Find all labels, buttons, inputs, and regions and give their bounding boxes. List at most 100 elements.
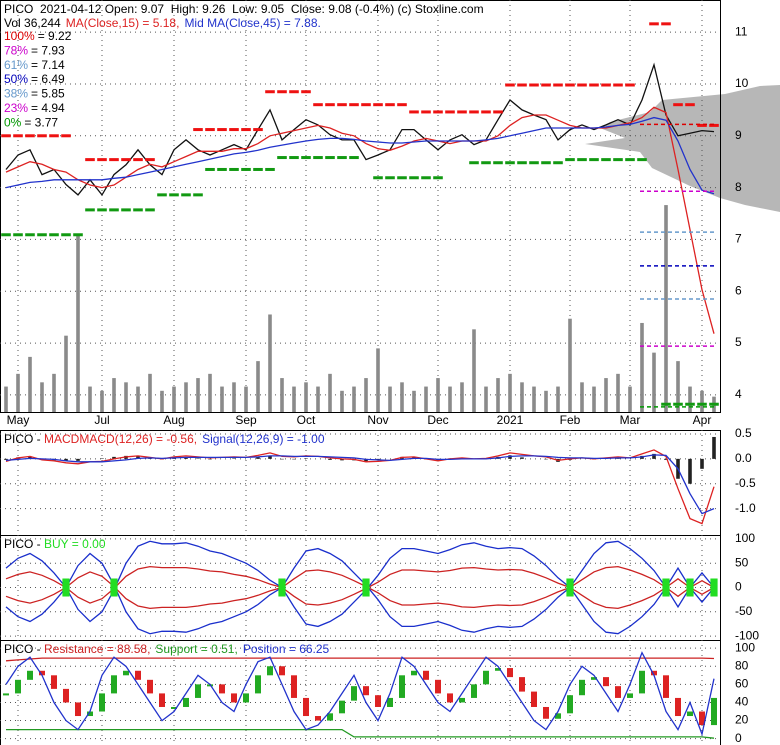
level-label: 38% = 5.85 <box>4 87 65 101</box>
position-bar <box>243 693 249 703</box>
position-bar <box>471 684 477 698</box>
x-tick-label: Dec <box>427 413 448 427</box>
volume-bar <box>364 378 368 412</box>
y-tick-label: -100 <box>735 628 759 642</box>
position-bar <box>99 693 105 712</box>
y-tick-label: 0.5 <box>735 426 752 440</box>
volume-bar <box>592 386 596 412</box>
histogram-bar <box>64 458 68 461</box>
level-label: 0% = 3.77 <box>4 116 58 130</box>
x-tick-label: Oct <box>297 413 316 427</box>
histogram-bar <box>184 457 188 459</box>
x-tick-label: Jul <box>94 413 109 427</box>
level-name: 38% <box>4 87 28 101</box>
volume-bar <box>340 390 344 412</box>
histogram-bar <box>700 458 704 469</box>
volume-bar <box>640 322 644 412</box>
position-bar <box>387 697 393 707</box>
position-bar <box>663 675 669 698</box>
position-bar <box>363 686 369 696</box>
buy-signal <box>566 578 574 597</box>
volume-bar <box>532 386 536 412</box>
chart-title: PICO 2021-04-12 Open: 9.07 High: 9.26 Lo… <box>4 2 484 16</box>
position-bar <box>267 666 273 676</box>
legend-entry: Vol 36,244 <box>4 16 61 30</box>
volume-bar <box>172 386 176 412</box>
panel-title: PICO - MACDMACD(12,26) = -0.56, Signal(12… <box>4 432 325 446</box>
volume-bar <box>352 386 356 412</box>
histogram-bar <box>520 457 524 459</box>
x-tick-label: Mar <box>620 413 641 427</box>
position-bar <box>219 684 225 694</box>
volume-bar <box>28 356 32 412</box>
position-bar <box>375 695 381 707</box>
histogram-bar <box>712 436 716 459</box>
y-tick-label: 9 <box>735 128 742 142</box>
volume-bar <box>568 318 572 412</box>
volume-bar <box>388 386 392 412</box>
legend-entry: Mid MA(Close,45) = 7.88. <box>184 16 320 30</box>
y-tick-label: 11 <box>735 24 748 38</box>
position-bar <box>231 693 237 703</box>
panel-title: PICO - Resistance = 88.58, Support = 0.51… <box>4 642 330 656</box>
position-bar <box>63 688 69 703</box>
volume-bar <box>676 361 680 412</box>
position-bar <box>327 713 333 721</box>
y-tick-label: 40 <box>735 695 749 709</box>
histogram-bar <box>76 458 80 461</box>
panel-title: PICO - BUY = 0.00 <box>4 537 106 551</box>
position-bar <box>711 697 717 726</box>
level-value: = 6.49 <box>31 72 65 86</box>
position-bar <box>147 679 153 694</box>
level-name: 78% <box>4 44 28 58</box>
level-label: 78% = 7.93 <box>4 44 65 58</box>
position-bar <box>135 670 141 680</box>
level-label: 50% = 6.49 <box>4 72 65 86</box>
y-tick-label: 6 <box>735 283 742 297</box>
series-line <box>5 547 715 635</box>
position-bar <box>159 693 165 707</box>
position-bar <box>279 666 285 676</box>
volume-bar <box>196 378 200 412</box>
y-tick-label: 10 <box>735 76 749 90</box>
volume-bar <box>628 386 632 412</box>
volume-bar <box>184 382 188 412</box>
histogram-bar <box>136 456 140 459</box>
position-bar <box>75 702 81 717</box>
volume-bar <box>688 386 692 412</box>
histogram-bar <box>328 458 332 460</box>
histogram-bar <box>652 453 656 459</box>
position-bar <box>3 693 9 696</box>
x-tick-label: May <box>7 413 30 427</box>
buy-signal <box>686 578 694 597</box>
level-label: 23% = 4.94 <box>4 101 65 115</box>
position-bar <box>39 670 45 676</box>
histogram-bar <box>340 458 344 461</box>
volume-bar <box>436 378 440 412</box>
y-tick-label: 60 <box>735 677 749 691</box>
legend-entry: MA(Close,15) = 5.18, <box>66 16 180 30</box>
volume-bar <box>100 390 104 412</box>
level-name: 100% <box>4 29 35 43</box>
level-name: 23% <box>4 101 28 115</box>
volume-bar <box>220 386 224 412</box>
y-tick-label: 80 <box>735 658 749 672</box>
y-tick-label: 20 <box>735 713 749 727</box>
legend-entry: BUY = 0.00 <box>44 537 106 551</box>
position-bar <box>111 675 117 694</box>
volume-bar <box>700 390 704 412</box>
level-value: = 3.77 <box>24 116 58 130</box>
position-bar <box>255 675 261 694</box>
volume-bar <box>4 386 8 412</box>
position-bar <box>615 686 621 698</box>
position-bar <box>483 670 489 685</box>
position-bar <box>459 697 465 703</box>
volume-bar <box>256 361 260 412</box>
position-bar <box>315 716 321 721</box>
position-bar <box>687 711 693 717</box>
position-bar <box>519 677 525 692</box>
series-line <box>5 540 715 628</box>
volume-bar <box>652 352 656 412</box>
